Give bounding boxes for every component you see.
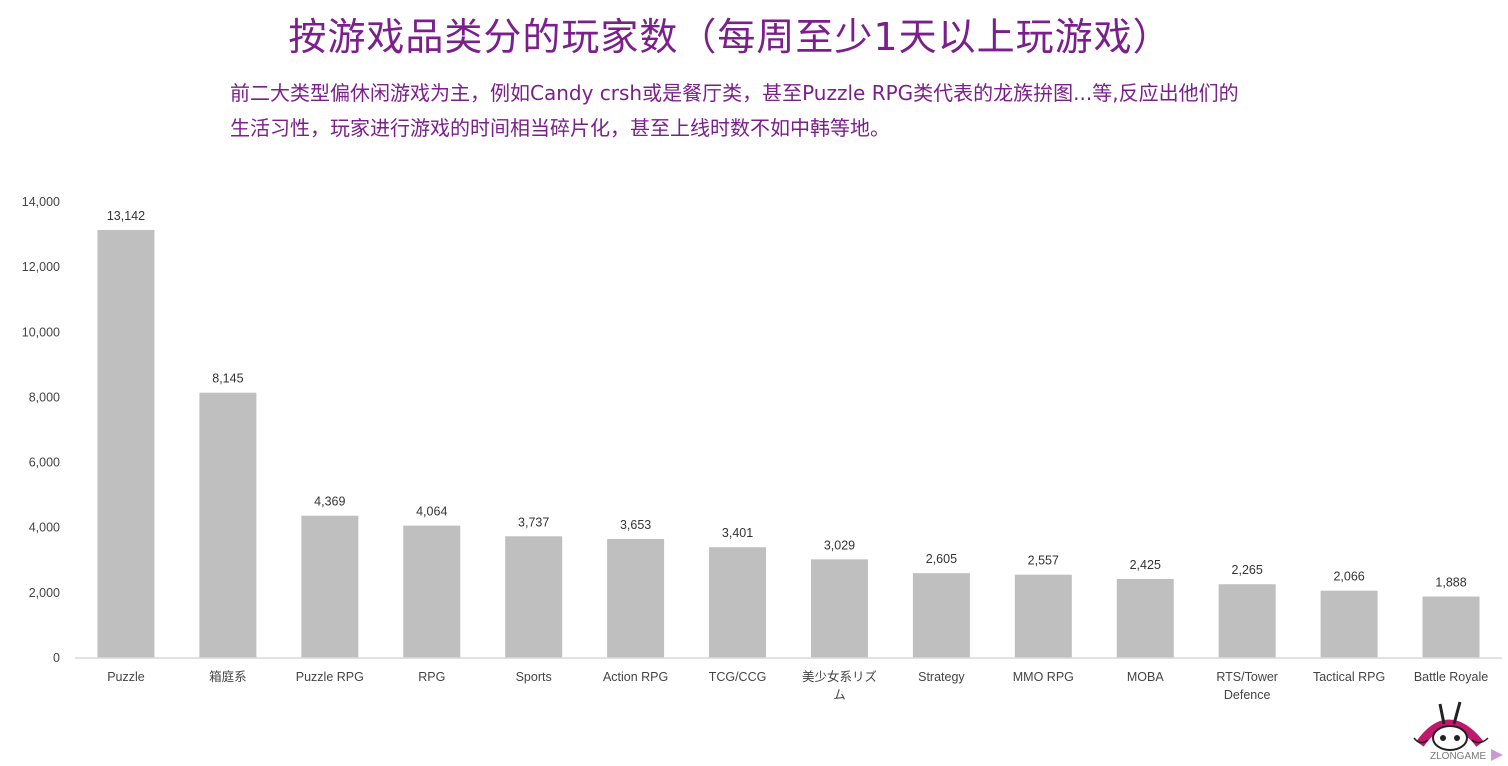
x-tick-label: Battle Royale — [1414, 670, 1488, 684]
page-title: 按游戏品类分的玩家数（每周至少1天以上玩游戏） — [288, 15, 1172, 59]
page-subtitle: 前二大类型偏休闲游戏为主，例如Candy crsh或是餐厅类，甚至Puzzle … — [230, 76, 1380, 146]
bar-value-label: 3,653 — [620, 518, 651, 532]
x-axis-labels: Puzzle 箱庭系 Puzzle RPG RPG Sports Action RPG TC… — [107, 669, 1488, 702]
x-tick-label-line: 箱庭系 — [209, 669, 247, 684]
x-tick-label-line: MMO RPG — [1013, 670, 1074, 684]
x-tick-label: Puzzle RPG — [296, 670, 364, 684]
x-tick-label-line: Sports — [516, 670, 552, 684]
bar — [607, 539, 665, 658]
x-tick-label-line: MOBA — [1127, 670, 1164, 684]
x-tick-label: RTS/Tower Defence — [1216, 670, 1278, 702]
bar — [810, 559, 868, 658]
y-tick-label: 8,000 — [29, 390, 60, 404]
x-tick-label-line: Puzzle — [107, 670, 145, 684]
bar — [505, 536, 563, 658]
bars — [97, 229, 1480, 658]
bar-value-label: 4,064 — [416, 505, 447, 519]
x-tick-label: Action RPG — [603, 670, 668, 684]
y-tick-label: 2,000 — [29, 586, 60, 600]
x-tick-label-line: RTS/Tower — [1216, 670, 1278, 684]
x-tick-label-line: Tactical RPG — [1313, 670, 1385, 684]
x-tick-label: Sports — [516, 670, 552, 684]
x-tick-label-line: Action RPG — [603, 670, 668, 684]
x-tick-label-line: Battle Royale — [1414, 670, 1488, 684]
bar — [709, 547, 767, 658]
bar — [1116, 579, 1174, 658]
bar-value-label: 2,557 — [1028, 554, 1059, 568]
bar-value-label: 8,145 — [212, 372, 243, 386]
x-tick-label: RPG — [418, 670, 445, 684]
y-tick-label: 14,000 — [22, 195, 60, 209]
x-tick-label-line: 美少女系リズ — [802, 669, 877, 684]
bar-value-label: 2,425 — [1130, 558, 1161, 572]
x-tick-label: 美少女系リズム — [802, 669, 877, 702]
bar-value-label: 13,142 — [107, 209, 145, 223]
y-tick-label: 6,000 — [29, 456, 60, 470]
next-arrow-icon[interactable] — [1490, 748, 1504, 762]
bar — [97, 229, 155, 658]
bar — [1320, 590, 1378, 658]
x-tick-label-line: Puzzle RPG — [296, 670, 364, 684]
bar-value-label: 2,265 — [1232, 563, 1263, 577]
x-tick-label-line: Defence — [1224, 688, 1271, 702]
x-tick-label: MMO RPG — [1013, 670, 1074, 684]
y-axis: 0 2,000 4,000 6,000 8,000 10,000 12,000 14,000 — [22, 195, 60, 665]
x-tick-label-line: ム — [833, 688, 846, 702]
y-tick-label: 4,000 — [29, 521, 60, 535]
bar-value-label: 4,369 — [314, 495, 345, 509]
x-tick-label: Tactical RPG — [1313, 670, 1385, 684]
y-tick-label: 0 — [53, 651, 60, 665]
bar-value-label: 3,401 — [722, 526, 753, 540]
bar-value-label: 2,605 — [926, 552, 957, 566]
x-tick-label-line: TCG/CCG — [709, 670, 767, 684]
bar-value-label: 3,737 — [518, 515, 549, 529]
logo-text: ZLONGAME — [1430, 751, 1487, 762]
zlongame-logo-icon — [1413, 701, 1489, 751]
y-tick-label: 10,000 — [22, 325, 60, 339]
bar — [1422, 596, 1480, 658]
bar — [912, 573, 970, 658]
y-tick-label: 12,000 — [22, 260, 60, 274]
bar — [1218, 584, 1276, 658]
bar-value-label: 1,888 — [1435, 576, 1466, 590]
bar-chart: 02,0004,0006,0008,00010,00012,00014,000 … — [22, 195, 1502, 702]
bar-value-label: 2,066 — [1333, 570, 1364, 584]
bar-value-label: 3,029 — [824, 538, 855, 552]
x-tick-label: TCG/CCG — [709, 670, 767, 684]
x-tick-label-line: Strategy — [918, 670, 965, 684]
x-tick-label-line: RPG — [418, 670, 445, 684]
bar — [199, 392, 257, 658]
x-tick-label: Puzzle — [107, 670, 145, 684]
subtitle-line-2: 生活习性，玩家进行游戏的时间相当碎片化，甚至上线时数不如中韩等地。 — [230, 116, 890, 140]
x-tick-label: 箱庭系 — [209, 669, 247, 684]
bar — [301, 515, 359, 658]
bar — [1014, 574, 1072, 658]
bar — [403, 525, 461, 658]
value-labels: 13,142 8,145 4,369 4,064 3,737 3,653 3,401 3,02… — [107, 209, 1467, 590]
x-tick-label: Strategy — [918, 670, 965, 684]
x-tick-label: MOBA — [1127, 670, 1164, 684]
subtitle-line-1: 前二大类型偏休闲游戏为主，例如Candy crsh或是餐厅类，甚至Puzzle … — [230, 81, 1239, 105]
